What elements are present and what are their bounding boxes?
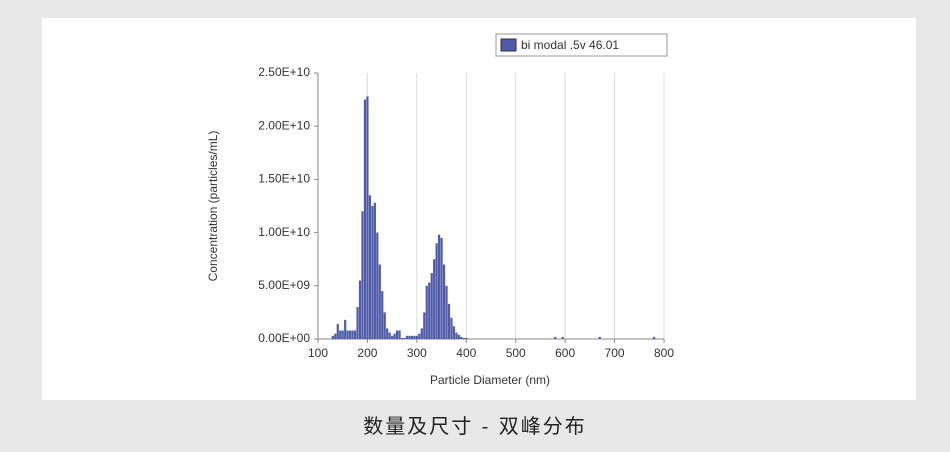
bar [445, 285, 448, 339]
y-axis-title: Concentration (particles/mL) [206, 131, 220, 282]
bar [405, 335, 409, 339]
x-tick-label: 300 [407, 346, 427, 360]
bar [430, 273, 433, 339]
y-tick-label: 0.00E+00 [258, 331, 310, 345]
y-tick-label: 1.00E+10 [258, 225, 310, 239]
bar [440, 237, 443, 339]
bar [457, 334, 460, 339]
bar [349, 330, 352, 339]
x-tick-label: 600 [555, 346, 575, 360]
y-tick-label: 1.50E+10 [258, 172, 310, 186]
bar [653, 336, 656, 339]
bar [403, 337, 406, 339]
bar [391, 335, 394, 339]
x-tick-label: 400 [456, 346, 476, 360]
bar [395, 330, 399, 339]
y-tick-label: 5.00E+09 [258, 278, 310, 292]
bar [418, 333, 421, 339]
bar [334, 333, 337, 339]
bar [423, 312, 426, 339]
x-tick-label: 500 [506, 346, 526, 360]
bar [561, 336, 564, 339]
bar [438, 234, 441, 339]
legend-swatch [500, 38, 517, 52]
bar [408, 335, 411, 339]
bar [366, 96, 369, 340]
bar [413, 335, 416, 339]
bar [351, 330, 354, 339]
bar [356, 307, 359, 339]
bar [331, 335, 334, 339]
y-tick-label: 2.00E+10 [258, 118, 310, 132]
bar [373, 202, 376, 339]
bar [425, 285, 428, 339]
bar [376, 232, 379, 339]
bar [435, 243, 438, 339]
bar [447, 303, 451, 339]
bar [353, 330, 357, 339]
legend-label: bi modal .5v 46.01 [521, 38, 619, 52]
bar [371, 206, 374, 339]
bar [420, 328, 423, 339]
bar [361, 211, 364, 339]
x-tick-label: 800 [654, 346, 674, 360]
x-axis-title: Particle Diameter (nm) [430, 373, 550, 387]
bar [378, 264, 381, 339]
bar [400, 337, 404, 339]
x-tick-label: 700 [605, 346, 625, 360]
bar [341, 330, 344, 339]
bar [428, 282, 431, 339]
x-tick-label: 100 [308, 346, 328, 360]
bar [344, 319, 347, 339]
bar [383, 312, 386, 339]
bar [346, 330, 349, 339]
bar [460, 336, 463, 339]
x-tick-label: 200 [357, 346, 377, 360]
bar [433, 259, 436, 339]
bar [339, 330, 342, 339]
bar [415, 335, 418, 339]
bar [455, 332, 458, 339]
legend-box [495, 33, 668, 57]
bar [393, 333, 396, 339]
bar [442, 264, 446, 339]
bar [381, 291, 384, 339]
bar [462, 337, 465, 339]
bar [450, 317, 453, 339]
bar [358, 280, 362, 339]
bar [598, 336, 601, 339]
bar [410, 335, 414, 339]
bar [554, 336, 557, 339]
y-tick-label: 2.50E+10 [258, 65, 310, 79]
caption: 数量及尺寸 - 双峰分布 [363, 414, 587, 438]
bar [465, 337, 468, 339]
bar [386, 328, 389, 339]
bar [388, 332, 391, 339]
bar [398, 330, 401, 339]
panel [42, 18, 916, 400]
bar [336, 324, 339, 339]
bar [452, 326, 456, 339]
bar [368, 195, 371, 339]
bar [363, 99, 367, 339]
